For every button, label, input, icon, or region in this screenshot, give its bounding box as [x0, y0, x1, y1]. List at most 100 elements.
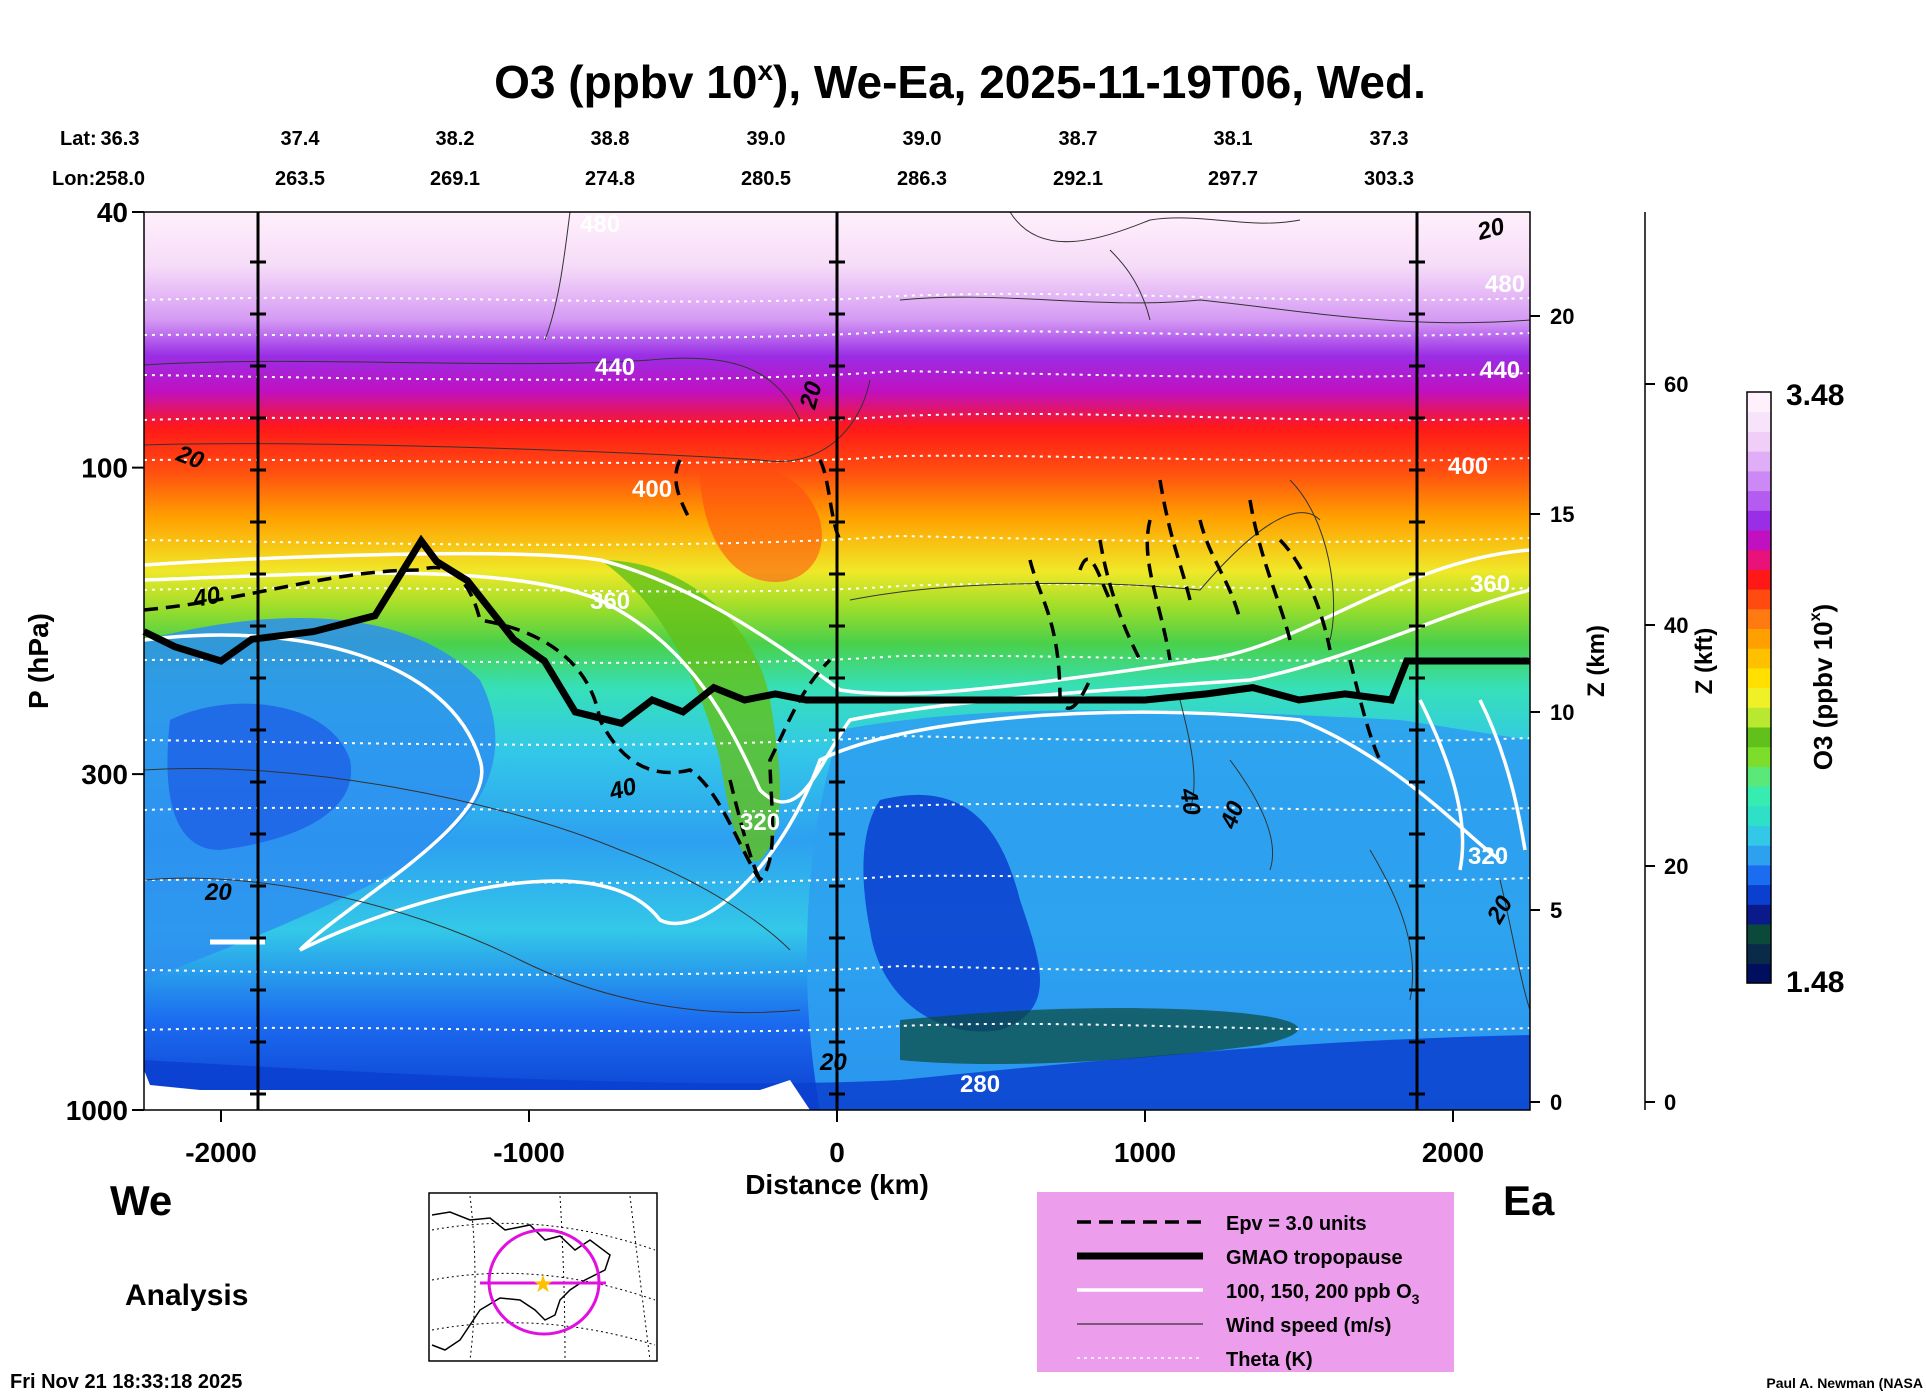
ozone-contour: [1418, 699, 1465, 871]
colorbar-swatch: [1747, 589, 1771, 610]
colorbar-swatch: [1747, 845, 1771, 866]
colorbar-swatch: [1747, 608, 1771, 629]
center-star-icon: ★: [532, 1271, 554, 1298]
lon-value: 303.3: [1364, 168, 1414, 190]
colorbar-swatch: [1747, 963, 1771, 984]
z-kft-tick-label: 40: [1664, 613, 1688, 638]
theta-label: 480: [580, 211, 620, 238]
y-tick-label: 1000: [66, 1095, 128, 1126]
lon-value: 280.5: [741, 168, 791, 190]
z-kft-tick-label: 20: [1664, 854, 1688, 879]
x-tick-label: 0: [829, 1137, 845, 1168]
epv-contour: [1145, 519, 1172, 661]
colorbar: 3.48 1.48 O3 (ppbv 10x): [1746, 379, 1844, 999]
ozone-contour: [1478, 699, 1527, 851]
lat-value: 38.8: [591, 128, 630, 150]
theta-label: 440: [595, 354, 635, 381]
x-axis: -2000 -1000 0 1000 2000: [185, 1110, 1484, 1168]
z-kft-axis-label: Z (kft): [1691, 628, 1718, 695]
coastline: [431, 1211, 611, 1351]
colorbar-swatch: [1747, 923, 1771, 945]
plot-area: 440 400 360 320 280 440 400 360 320 480 480 20 40 20 4…: [142, 211, 1531, 1111]
title-superscript: x: [757, 55, 773, 86]
legend: Epv = 3.0 units GMAO tropopause 100, 150, …: [1037, 1192, 1454, 1372]
theta-label: 360: [1470, 571, 1510, 598]
colorbar-swatch: [1747, 943, 1771, 964]
epv-contour: [1198, 519, 1242, 621]
x-tick-label: -1000: [493, 1137, 565, 1168]
wind-label: 40: [1174, 785, 1206, 818]
lon-value: 292.1: [1053, 168, 1103, 190]
x-tick-label: 2000: [1422, 1137, 1484, 1168]
theta-label: 480: [1485, 271, 1525, 298]
epv-contour: [1278, 538, 1332, 651]
colorbar-swatch: [1747, 529, 1771, 551]
lon-value: 258.0: [95, 168, 145, 190]
y-tick-label: 40: [97, 197, 128, 228]
wind-contour: [849, 512, 1321, 601]
colorbar-swatch: [1747, 825, 1771, 846]
legend-label: 100, 150, 200 ppb O3: [1226, 1281, 1420, 1307]
z-kft-tick-label: 60: [1664, 372, 1688, 397]
gmao-tropopause-line: [142, 534, 1530, 728]
lat-value: 37.3: [1370, 128, 1409, 150]
white-gap: [144, 1070, 810, 1110]
colorbar-swatch: [1747, 766, 1771, 787]
legend-label: Wind speed (m/s): [1226, 1315, 1391, 1337]
legend-label: Epv = 3.0 units: [1226, 1213, 1367, 1235]
colorbar-swatch: [1747, 786, 1771, 807]
z-km-tick-label: 0: [1550, 1090, 1562, 1115]
wind-contour: [144, 357, 801, 421]
legend-label-text: Wind speed (m/s): [1226, 1315, 1391, 1337]
wind-contour: [144, 767, 791, 951]
east-label: Ea: [1503, 1177, 1555, 1224]
legend-label-text: 100, 150, 200 ppb O: [1226, 1281, 1412, 1303]
wind-contour: [1109, 249, 1151, 321]
colorbar-swatch: [1747, 470, 1771, 492]
y-axis-label: P (hPa): [23, 613, 54, 709]
z-kft-axis: 60 40 20 0: [1644, 212, 1688, 1115]
epv-contour: [1348, 659, 1382, 761]
y-axis: 40 100 300 1000: [66, 197, 144, 1126]
legend-label: GMAO tropopause: [1226, 1247, 1403, 1269]
title-part: ), We-Ea, 2025-11-19T06, Wed.: [773, 56, 1426, 108]
wind-contour: [544, 212, 571, 341]
z-km-axis: 20 15 10 5 0: [1530, 304, 1574, 1115]
lon-value: 297.7: [1208, 168, 1258, 190]
colorbar-swatch: [1747, 687, 1771, 708]
section-break-lines: [250, 212, 1425, 1110]
theta-label: 400: [632, 476, 672, 503]
colorbar-swatch: [1747, 805, 1771, 826]
lat-lon-header: Lat: Lon: 36.3 37.4 38.2 38.8 39.0 39.0 38.7 38.1…: [52, 128, 1414, 190]
ozone-contour: [144, 633, 1501, 952]
stratospheric-maximum: [700, 465, 822, 582]
colorbar-label: O3 (ppbv 10x): [1807, 604, 1838, 770]
theta-label: 320: [740, 809, 780, 836]
analysis-label: Analysis: [125, 1279, 248, 1312]
colorbar-swatch: [1747, 392, 1771, 413]
lat-value: 39.0: [903, 128, 942, 150]
west-label: We: [110, 1177, 172, 1224]
colorbar-swatch: [1747, 510, 1771, 531]
low-ozone-core-east: [863, 794, 1040, 1032]
colorbar-label-superscript: x: [1807, 612, 1824, 621]
theta-label: 440: [1480, 357, 1520, 384]
z-km-tick-label: 10: [1550, 700, 1574, 725]
lat-value: 38.1: [1214, 128, 1253, 150]
z-km-tick-label: 5: [1550, 898, 1562, 923]
theta-label: 280: [960, 1071, 1000, 1098]
lat-value: 36.3: [101, 128, 140, 150]
wind-label: 20: [819, 1049, 847, 1076]
colorbar-label-text: ): [1808, 604, 1838, 613]
lat-value: 37.4: [281, 128, 321, 150]
legend-label-subscript: 3: [1412, 1291, 1420, 1307]
inset-map: ★: [428, 1192, 658, 1362]
lon-value: 274.8: [585, 168, 635, 190]
colorbar-swatch: [1747, 569, 1771, 590]
colorbar-swatch: [1747, 707, 1771, 728]
wind-contour: [1499, 879, 1530, 1011]
x-axis-label: Distance (km): [745, 1169, 929, 1200]
colorbar-swatch: [1747, 884, 1771, 905]
y-tick-label: 300: [81, 759, 128, 790]
legend-label: Theta (K): [1226, 1349, 1313, 1371]
